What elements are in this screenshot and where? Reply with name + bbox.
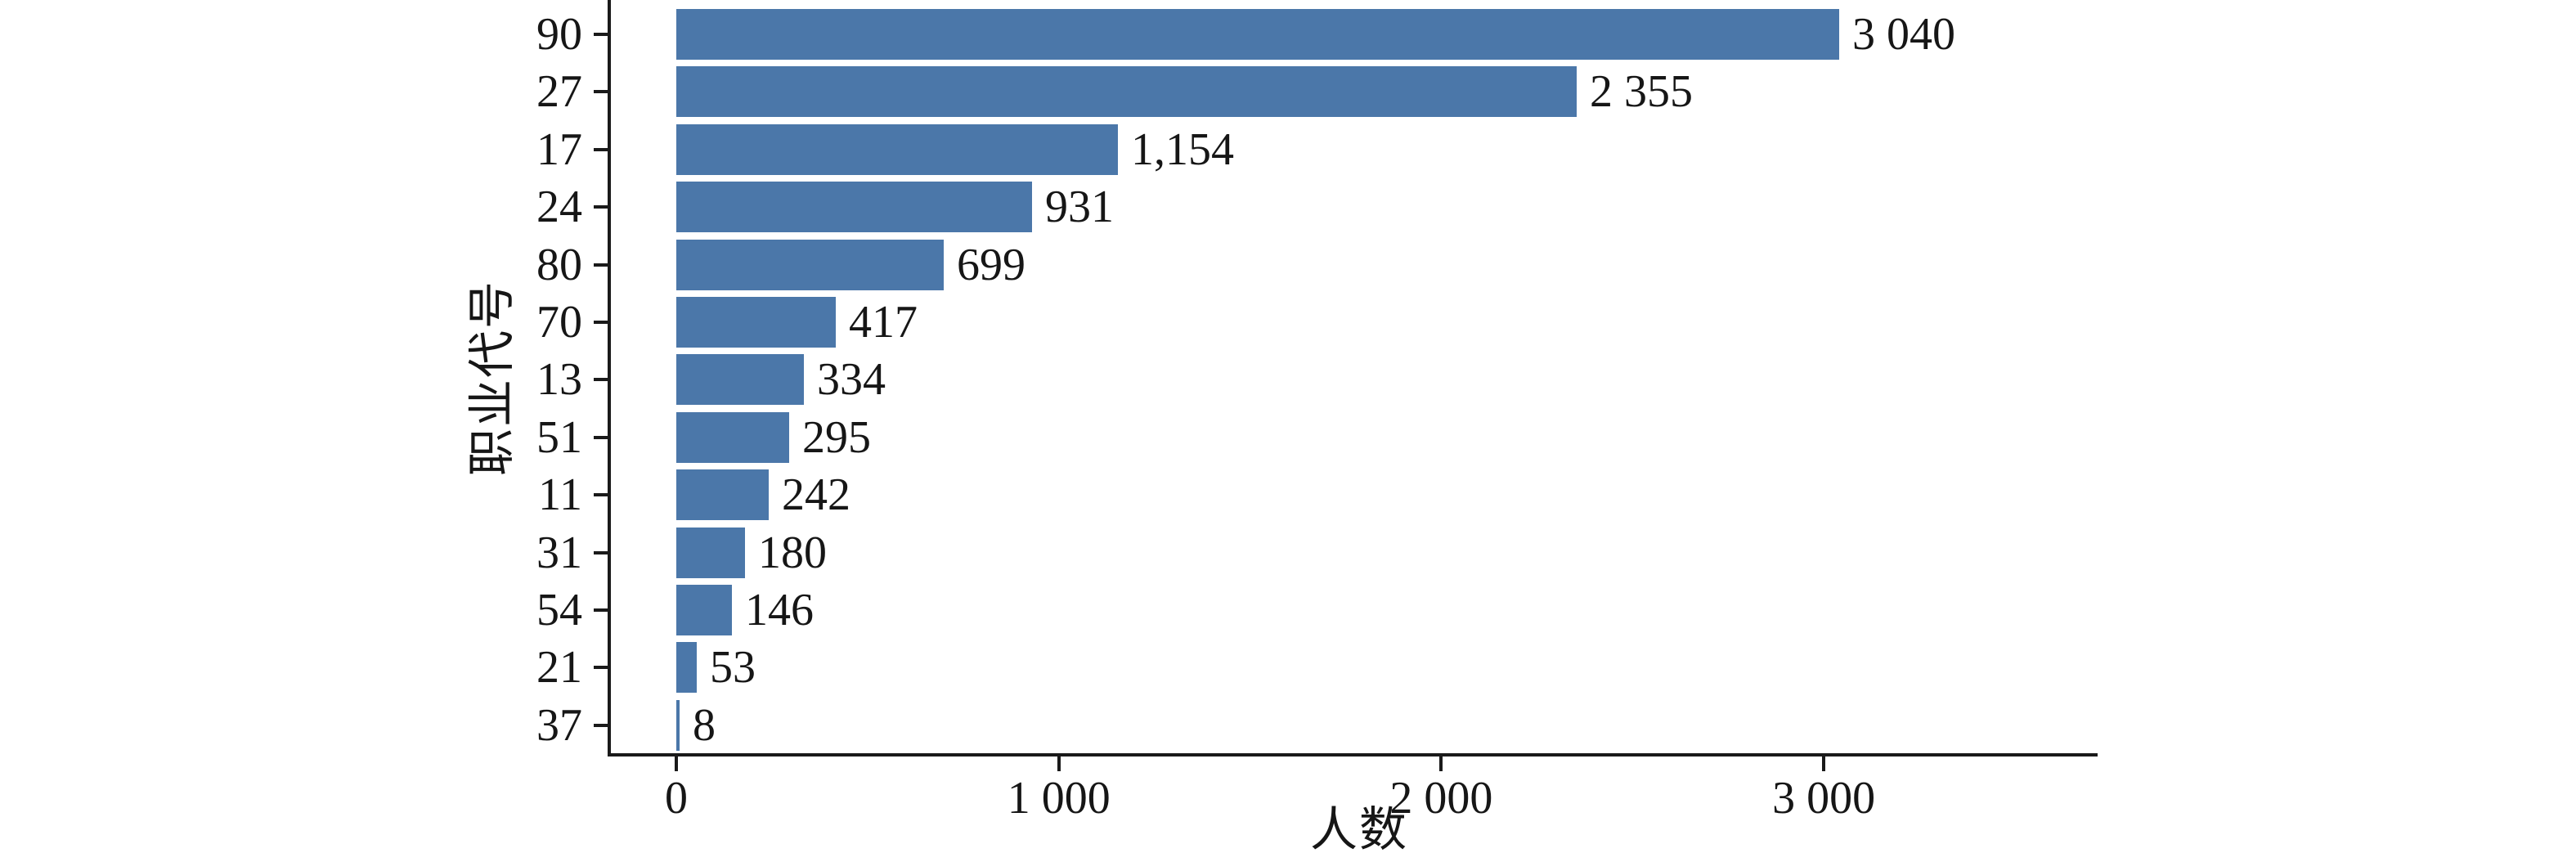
y-axis-tick [594,550,608,554]
y-axis-tick-label: 27 [536,66,582,118]
y-axis-tick [594,666,608,670]
y-axis-tick-label: 70 [536,297,582,348]
bar-21 [676,642,697,694]
x-axis-tick [1822,756,1826,771]
bar-value-label: 699 [957,239,1025,290]
bar-value-label: 53 [710,642,756,694]
bar-27 [676,66,1577,118]
bar-13 [676,354,804,406]
bar-value-label: 931 [1045,182,1114,233]
y-axis-line [608,0,611,756]
y-axis-tick [594,723,608,727]
y-axis-tick [594,608,608,612]
bar-80 [676,239,944,290]
bar-value-label: 2 355 [1590,66,1693,118]
bar-11 [676,469,769,521]
y-axis-tick-label: 21 [536,642,582,694]
bar-value-label: 334 [817,354,886,406]
x-axis-tick-label: 2 000 [1389,773,1493,824]
x-axis-title: 人数 [1309,803,1409,856]
bar-value-label: 180 [758,527,827,578]
x-axis-tick [1057,756,1061,771]
y-axis-tick-label: 37 [536,699,582,751]
y-axis-tick-label: 24 [536,182,582,233]
y-axis-tick-label: 13 [536,354,582,406]
y-axis-tick-label: 54 [536,585,582,635]
y-axis-tick [594,205,608,209]
bar-value-label: 417 [849,297,918,348]
y-axis-tick [594,435,608,439]
x-axis-tick [675,756,678,771]
bar-value-label: 1,154 [1131,123,1234,175]
y-axis-tick-label: 17 [536,123,582,175]
x-axis-tick-label: 1 000 [1007,773,1111,824]
bar-value-label: 3 040 [1852,9,1955,60]
y-axis-tick [594,321,608,324]
bar-70 [676,297,836,348]
x-axis-tick-label: 0 [665,773,688,824]
x-axis-line [608,753,2098,756]
x-axis-tick-label: 3 000 [1772,773,1876,824]
y-axis-tick [594,147,608,151]
bar-90 [676,9,1839,60]
y-axis-tick [594,90,608,94]
y-axis-tick [594,263,608,267]
bar-value-label: 8 [693,699,716,751]
bar-24 [676,182,1032,233]
bar-54 [676,585,732,635]
bar-31 [676,527,745,578]
y-axis-tick [594,493,608,497]
y-axis-tick-label: 11 [538,469,582,521]
y-axis-tick-label: 90 [536,9,582,60]
y-axis-tick-label: 31 [536,527,582,578]
y-axis-tick-label: 80 [536,239,582,290]
x-axis-tick [1439,756,1443,771]
bar-37 [676,699,680,751]
y-axis-tick [594,378,608,382]
bar-17 [676,123,1118,175]
bar-value-label: 295 [802,411,871,463]
bar-value-label: 146 [745,585,814,635]
y-axis-tick-label: 51 [536,411,582,463]
y-axis-title: 职业代号 [465,279,518,477]
bar-value-label: 242 [782,469,850,521]
y-axis-tick [594,33,608,36]
bar-51 [676,411,789,463]
